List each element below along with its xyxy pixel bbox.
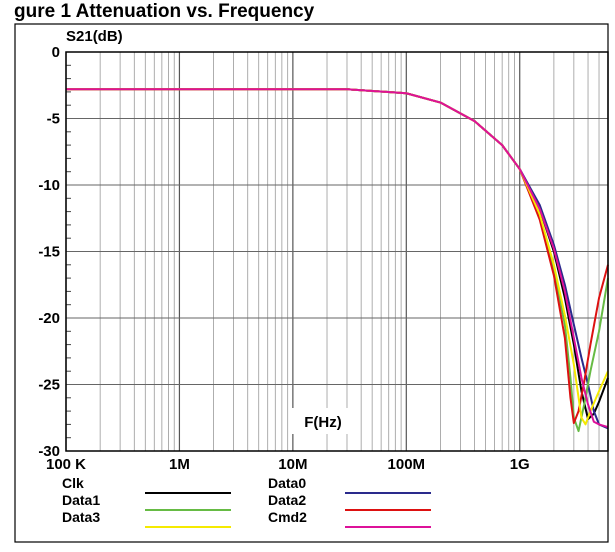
x-tick-label: 100 K [46,456,86,473]
x-axis-title: F(Hz) [304,414,342,431]
series-line-cmd2 [66,88,609,429]
x-tick-label: 1M [169,456,190,473]
legend: Clk Data0 Data1 Data2 Data3 Cmd2 [62,475,431,528]
legend-label-data3: Data3 [62,509,100,525]
series-lines [66,88,609,433]
figure-frame [14,23,609,543]
x-tick-label: 1G [510,456,530,473]
y-tick-label: -25 [38,377,60,394]
x-axis-title-box [290,408,356,434]
page-title: gure 1 Attenuation vs. Frequency [14,1,315,22]
x-tick-label: 100M [388,456,426,473]
y-tick-label: 0 [52,44,60,61]
plot-border [65,51,609,452]
y-tick-label: -10 [38,177,60,194]
legend-label-data1: Data1 [62,492,100,508]
y-tick-label: -15 [38,244,60,261]
legend-label-cmd2: Cmd2 [268,509,307,525]
legend-label-data2: Data2 [268,492,306,508]
legend-label-clk: Clk [62,475,84,491]
y-tick-label: -30 [38,443,60,460]
y-axis-title: S21(dB) [66,28,123,45]
y-tick-label: -5 [47,111,60,128]
legend-label-data0: Data0 [268,475,306,491]
y-tick-label: -20 [38,310,60,327]
x-tick-label: 10M [278,456,307,473]
